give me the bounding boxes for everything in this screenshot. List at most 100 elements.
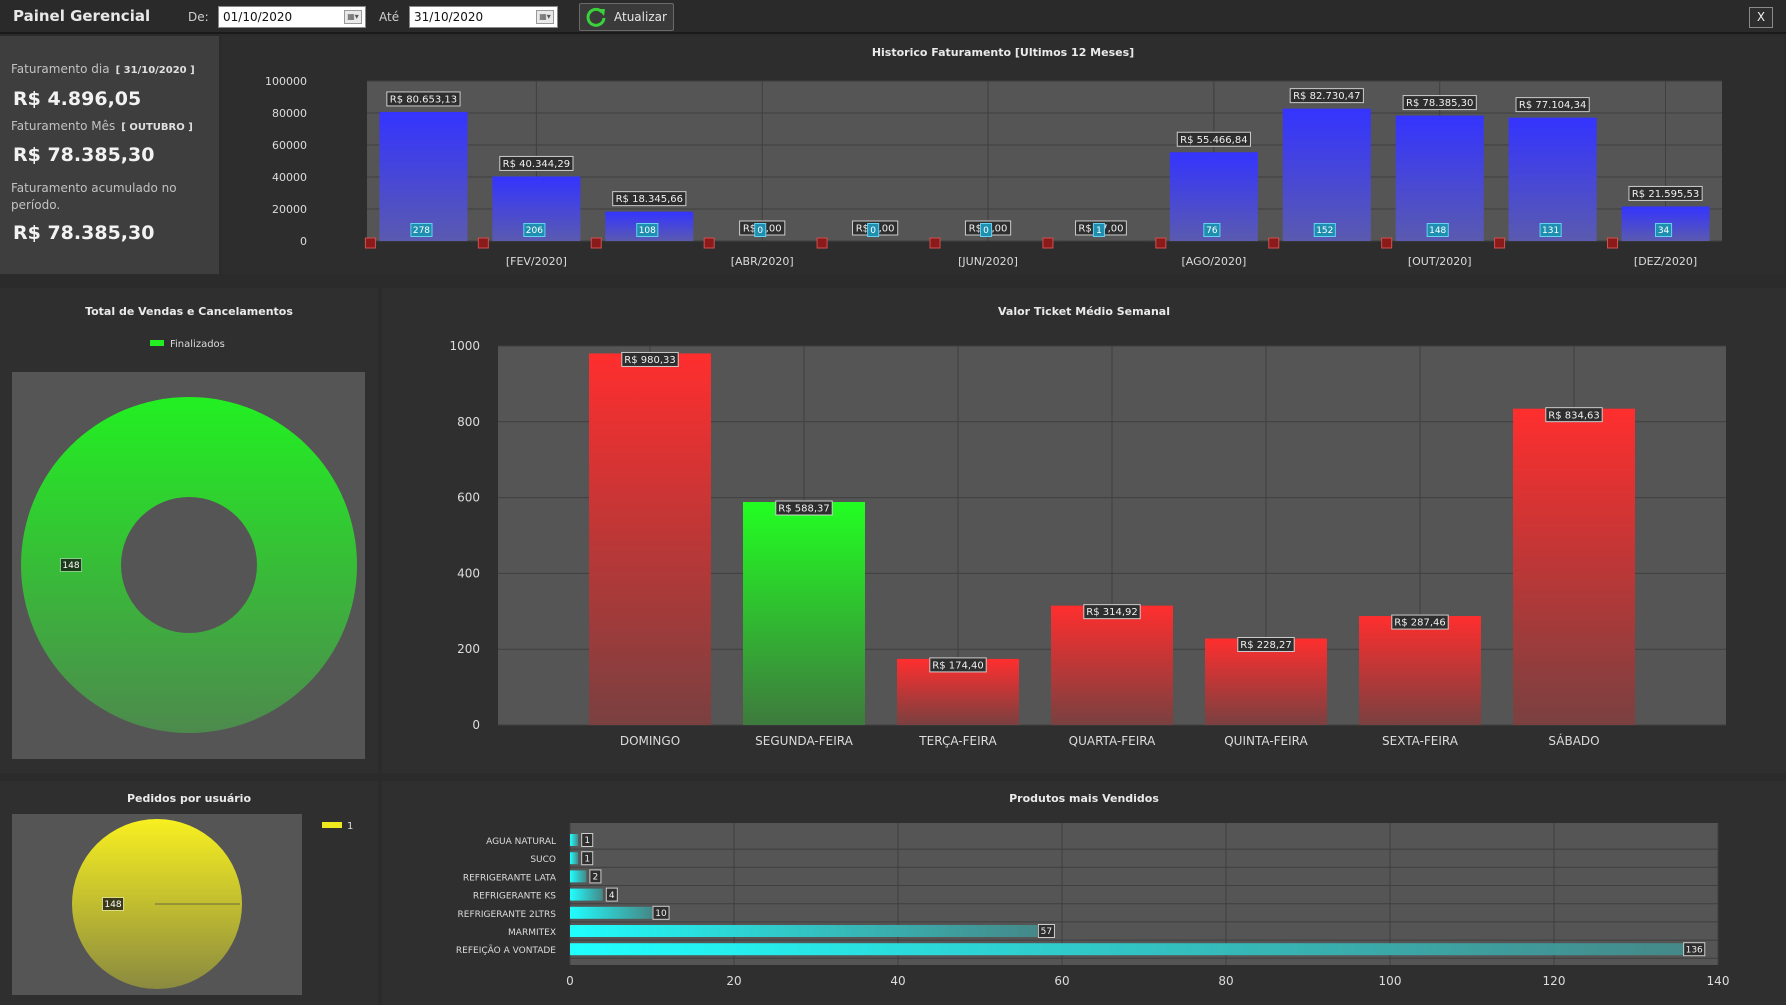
history-value-label: R$ 77.104,34 <box>1519 100 1586 111</box>
refresh-label: Atualizar <box>614 10 667 24</box>
history-count-label-box <box>980 223 993 237</box>
weekly-ticket-panel: Valor Ticket Médio Semanal 0 200 400 600 800… <box>382 288 1786 773</box>
history-bar <box>1395 115 1484 241</box>
top-products-title: Produtos mais Vendidos <box>1009 792 1159 805</box>
x-tick-label: QUARTA-FEIRA <box>1069 734 1156 748</box>
weekday-bar <box>1359 616 1481 725</box>
history-value-label-box <box>386 91 461 107</box>
weekday-bar <box>1513 408 1635 725</box>
sales-cancel-chart: Finalizados 148 <box>12 339 365 759</box>
history-count-label-box <box>1203 223 1221 237</box>
product-bar <box>570 943 1686 956</box>
weekday-value-label: R$ 834,63 <box>1548 410 1599 421</box>
donut-value-label: 148 <box>62 561 79 571</box>
history-value-label: R$ 40.344,29 <box>503 159 570 170</box>
product-value-label: 1 <box>584 854 590 864</box>
history-cancel-marker <box>364 237 376 249</box>
y-tick-label: 100000 <box>265 75 307 88</box>
product-value-label: 136 <box>1686 945 1703 955</box>
history-value-label: R$ 80.653,13 <box>390 95 457 106</box>
day-revenue-label: Faturamento dia[ 31/10/2020 ] <box>11 62 195 76</box>
pie-value-label-box <box>101 897 125 911</box>
from-label: De: <box>188 10 209 24</box>
legend-swatch <box>322 822 342 828</box>
month-revenue-value: R$ 78.385,30 <box>13 144 155 166</box>
history-cancel-marker <box>1494 237 1506 249</box>
product-value-label-box <box>581 851 594 866</box>
x-tick-label: [JUN/2020] <box>958 255 1018 268</box>
y-tick-label: REFEIÇÃO A VONTADE <box>456 945 556 956</box>
history-count-label: 152 <box>1316 226 1333 236</box>
month-revenue-tag: [ OUTUBRO ] <box>121 122 193 133</box>
history-cancel-marker <box>1155 237 1167 249</box>
product-value-label-box <box>1037 924 1055 938</box>
sales-cancel-title: Total de Vendas e Cancelamentos <box>85 305 293 318</box>
day-revenue-value: R$ 4.896,05 <box>13 88 142 110</box>
x-tick-label: DOMINGO <box>620 734 680 748</box>
x-tick-label: 120 <box>1543 974 1566 988</box>
period-revenue-label-1: Faturamento acumulado no <box>11 181 177 195</box>
period-revenue-value: R$ 78.385,30 <box>13 222 155 244</box>
y-tick-label: 400 <box>457 566 480 580</box>
y-tick-label: SUCO <box>530 855 556 865</box>
y-tick-label: 0 <box>472 718 480 732</box>
product-value-label: 57 <box>1041 927 1052 937</box>
history-count-label: 131 <box>1542 226 1559 236</box>
product-bar <box>570 888 603 901</box>
from-date-field[interactable]: 01/10/2020 ▦▾ <box>218 6 366 28</box>
calendar-dropdown-icon[interactable]: ▦▾ <box>344 10 362 24</box>
period-revenue-label-2: período. <box>11 198 61 212</box>
orders-per-user-title: Pedidos por usuário <box>126 792 252 805</box>
history-count-label: 108 <box>639 226 656 236</box>
weekday-value-label-box <box>775 500 833 516</box>
product-value-label-box <box>581 833 594 847</box>
x-tick-label: [OUT/2020] <box>1408 255 1472 268</box>
x-tick-label: [AGO/2020] <box>1181 255 1246 268</box>
product-value-label: 2 <box>593 873 599 883</box>
refresh-icon <box>586 7 606 27</box>
y-tick-label: REFRIGERANTE 2LTRS <box>458 910 557 920</box>
weekday-value-label: R$ 588,37 <box>778 504 829 515</box>
history-cancel-marker <box>1607 237 1619 249</box>
y-tick-label: REFRIGERANTE KS <box>473 892 556 902</box>
x-tick-label: TERÇA-FEIRA <box>918 734 997 748</box>
month-revenue-label: Faturamento Mês[ OUTUBRO ] <box>11 119 193 133</box>
refresh-button[interactable]: Atualizar <box>579 3 674 31</box>
close-button[interactable]: X <box>1749 7 1773 28</box>
weekday-value-label-box <box>621 351 679 367</box>
history-value-label-box <box>612 191 687 207</box>
day-revenue-tag: [ 31/10/2020 ] <box>115 65 195 76</box>
y-tick-label: AGUA NATURAL <box>486 837 556 847</box>
legend-label: Finalizados <box>170 339 225 350</box>
history-value-label-box <box>1515 97 1590 113</box>
x-tick-label: 40 <box>890 974 905 988</box>
kpi-panel: Faturamento dia[ 31/10/2020 ] R$ 4.896,0… <box>0 36 219 274</box>
y-tick-label: REFRIGERANTE LATA <box>463 873 557 883</box>
history-value-label: R$ 82.730,47 <box>1293 91 1360 102</box>
weekday-bar <box>589 353 711 725</box>
weekday-value-label-box <box>1545 407 1603 423</box>
y-tick-label: MARMITEX <box>508 928 556 938</box>
to-label: Até <box>379 10 400 24</box>
revenue-history-chart: 0 20000 40000 60000 80000 100000 R$ 80.653,13 2… <box>265 75 1722 268</box>
weekday-value-label: R$ 980,33 <box>624 355 675 366</box>
x-tick-label: SEGUNDA-FEIRA <box>755 734 853 748</box>
product-value-label-box <box>605 887 618 902</box>
revenue-history-title: Historico Faturamento [Ultimos 12 Meses] <box>871 46 1135 59</box>
history-value-label-box <box>1176 131 1251 147</box>
history-cancel-marker <box>929 237 941 249</box>
history-value-label-box <box>1402 95 1477 111</box>
history-cancel-marker <box>816 237 828 249</box>
x-tick-label: 140 <box>1707 974 1730 988</box>
y-tick-label: 200 <box>457 642 480 656</box>
plot-area <box>570 823 1718 965</box>
orders-per-user-panel: Pedidos por usuário 148 1 <box>0 781 378 1005</box>
product-value-label-box <box>652 905 670 920</box>
history-bar <box>1508 117 1597 241</box>
to-date-field[interactable]: 31/10/2020 ▦▾ <box>409 6 558 28</box>
y-tick-label: 800 <box>457 415 480 429</box>
top-toolbar: Painel Gerencial De: 01/10/2020 ▦▾ Até 3… <box>0 0 1786 34</box>
product-value-label: 4 <box>609 891 615 901</box>
calendar-dropdown-icon[interactable]: ▦▾ <box>536 10 554 24</box>
history-count-label-box <box>1426 223 1449 237</box>
